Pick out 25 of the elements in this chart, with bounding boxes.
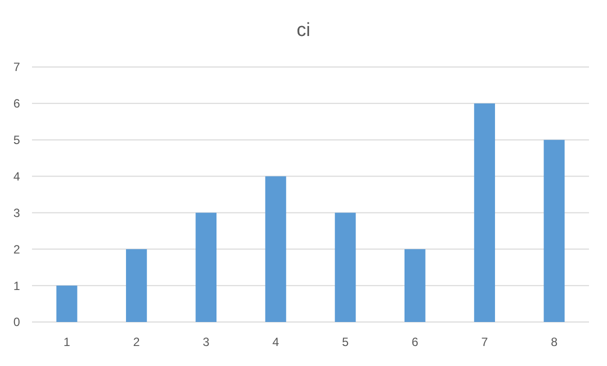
chart-title: ci [296, 20, 310, 41]
x-tick-label: 3 [202, 335, 210, 349]
x-tick-label: 4 [272, 335, 280, 349]
y-tick-label: 2 [13, 242, 20, 256]
bar [196, 212, 217, 322]
y-tick-label: 4 [13, 169, 20, 184]
x-tick-label: 1 [63, 335, 70, 349]
x-tick-label: 5 [342, 335, 349, 349]
y-tick-label: 0 [13, 315, 20, 330]
y-tick-label: 1 [13, 278, 20, 293]
bar [126, 249, 147, 322]
x-tick-label: 6 [412, 335, 419, 349]
x-tick-label: 8 [550, 335, 558, 349]
bar [265, 176, 286, 322]
y-tick-label: 7 [13, 60, 20, 74]
bar [404, 249, 426, 322]
y-tick-label: 5 [13, 133, 20, 148]
x-tick-label: 7 [481, 335, 488, 349]
bar [56, 286, 78, 322]
y-tick-label: 6 [13, 96, 20, 111]
bar [334, 212, 356, 322]
x-tick-label: 2 [133, 335, 140, 349]
bar [474, 103, 496, 322]
bar [544, 140, 565, 322]
y-tick-label: 3 [13, 206, 20, 220]
